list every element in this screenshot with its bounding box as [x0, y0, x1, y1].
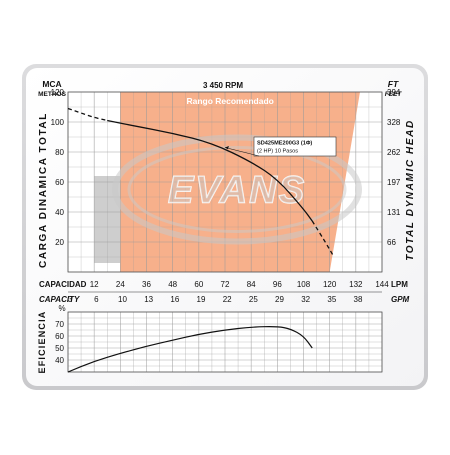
x-tick-label-lpm: 12 [90, 280, 99, 289]
x-tick-label-lpm: 48 [168, 280, 177, 289]
lpm-axis-unit: LPM [391, 280, 408, 289]
efficiency-curve [67, 326, 313, 373]
left-unit-top: MCA [42, 79, 61, 89]
x-tick-label-lpm: 120 [323, 280, 337, 289]
efficiency-axis-title: EFICIENCIA [37, 310, 47, 373]
head-curve-segment-dashed [311, 220, 335, 258]
y-tick-label: 80 [55, 148, 64, 157]
x-tick-label-gpm: 6 [94, 295, 99, 304]
efficiency-plot-border [67, 311, 383, 373]
head-plot-border [67, 91, 383, 273]
x-tick-label-gpm: 35 [327, 295, 336, 304]
eff-y-tick-label: 40 [55, 356, 64, 365]
x-tick-label-gpm: 38 [354, 295, 363, 304]
y2-tick-label: 66 [387, 238, 396, 247]
watermark-ellipse-outer [112, 134, 362, 245]
y2-tick-label: 328 [387, 118, 401, 127]
gpm-axis-unit: GPM [391, 295, 410, 304]
y-tick-label: 60 [55, 178, 64, 187]
right-unit-top: FT [388, 79, 399, 89]
y-tick-label: 120 [51, 88, 65, 97]
y2-tick-label: 131 [387, 208, 401, 217]
left-unit-bottom: METROS [38, 91, 66, 98]
x-tick-label-gpm: 10 [118, 295, 127, 304]
x-tick-label-lpm: 108 [297, 280, 311, 289]
y-tick-label: 20 [55, 238, 64, 247]
x-tick-label-gpm: 29 [275, 295, 284, 304]
eff-y-tick-label: 70 [55, 320, 64, 329]
x-tick-label-lpm: 96 [273, 280, 282, 289]
x-tick-label-lpm: 84 [247, 280, 256, 289]
curve-annotation-arrow [225, 146, 229, 150]
x-tick-label-gpm: 16 [170, 295, 179, 304]
watermark-ellipse-inner [127, 146, 347, 233]
recommended-range-label: Rango Recomendado [186, 96, 273, 106]
x-tick-label-lpm: 24 [116, 280, 125, 289]
curve-annotation-line1: SD425ME200G3 (1Φ) [257, 141, 312, 147]
watermark-text-fill: EVANS [168, 170, 306, 212]
curve-annotation-line2: (2 HP) 10 Pasos [257, 149, 298, 155]
head-curve-segment-solid [107, 119, 313, 222]
y-tick-label: 40 [55, 208, 64, 217]
x-tick-label-lpm: 36 [142, 280, 151, 289]
left-axis-title: CARGA DINAMICA TOTAL [38, 112, 49, 268]
x-tick-label-gpm: 25 [249, 295, 258, 304]
right-unit-bottom: FEET [385, 91, 403, 98]
y-tick-label: 100 [51, 118, 65, 127]
eff-y-tick-label: 50 [55, 344, 64, 353]
y2-tick-label: 262 [387, 148, 401, 157]
x-tick-label-lpm: 72 [221, 280, 230, 289]
curve-annotation-box [253, 136, 337, 157]
right-axis-title: TOTAL DYNAMIC HEAD [405, 119, 416, 261]
x-tick-label-gpm: 22 [223, 295, 232, 304]
rpm-label: 3 450 RPM [203, 81, 243, 90]
x-tick-label-gpm: 3 [68, 295, 73, 304]
x-tick-label-gpm: 13 [144, 295, 153, 304]
head-curve-segment-dashed [67, 107, 108, 122]
y2-tick-label: 394 [387, 88, 401, 97]
x-tick-label-lpm: 60 [194, 280, 203, 289]
eff-y-tick-label: 60 [55, 332, 64, 341]
x-tick-label-lpm: 144 [375, 280, 389, 289]
gpm-axis-label: CAPACITY [39, 295, 80, 304]
x-tick-label-lpm: 132 [349, 280, 363, 289]
x-tick-label-gpm: 19 [197, 295, 206, 304]
x-tick-label-gpm: 32 [301, 295, 310, 304]
watermark-text: EVANS [168, 170, 306, 212]
efficiency-unit: % [58, 304, 65, 313]
y2-tick-label: 197 [387, 178, 401, 187]
lpm-axis-label: CAPACIDAD [39, 280, 87, 289]
curve-annotation-leader [224, 147, 260, 157]
